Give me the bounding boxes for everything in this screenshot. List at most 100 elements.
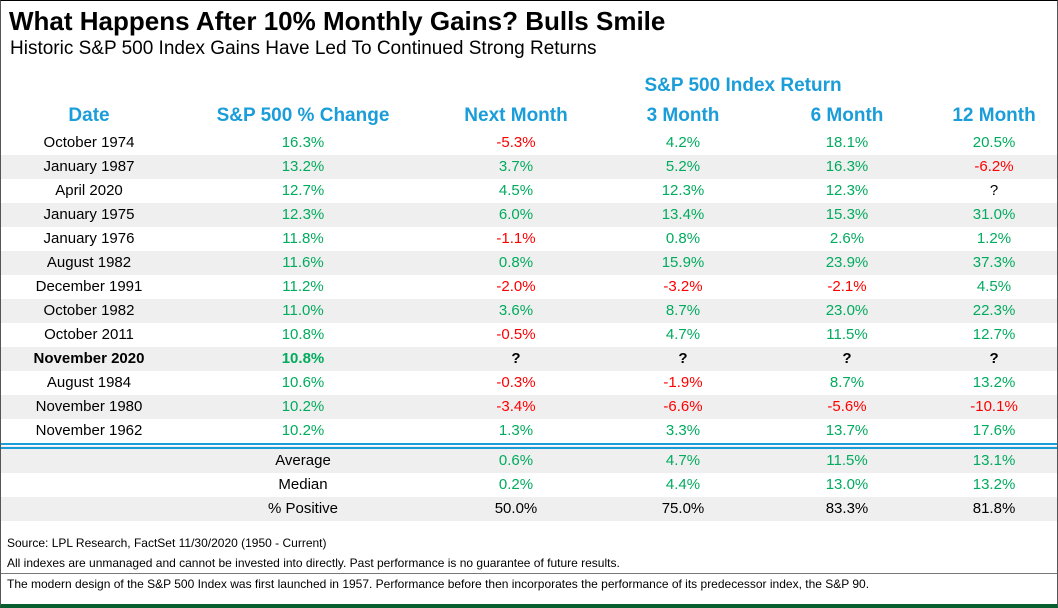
value-cell: 12.3% [825, 182, 869, 199]
history-note: The modern design of the S&P 500 Index w… [1, 573, 1057, 594]
value-cell: 15.9% [661, 254, 705, 271]
value-cell: ? [989, 350, 999, 367]
value-cell: -2.1% [827, 278, 867, 295]
value-cell: 8.7% [665, 302, 701, 319]
summary-row-median: Median 0.2% 4.4% 13.0% 13.2% [1, 473, 1057, 497]
column-header-next-month: Next Month [464, 105, 568, 126]
value-cell: 22.3% [972, 302, 1016, 319]
value-cell: -3.4% [496, 398, 536, 415]
value-cell: 11.0% [282, 302, 324, 319]
value-cell: 3.7% [498, 158, 534, 175]
value-cell: 11.5% [826, 326, 868, 343]
value-cell: 16.3% [825, 158, 869, 175]
table-row: November 2020 10.8%???? [1, 347, 1057, 371]
value-cell: -3.2% [663, 278, 703, 295]
value-cell: 17.6% [972, 422, 1016, 439]
value-cell: -6.2% [974, 158, 1014, 175]
summary-value-cell: 0.2% [498, 476, 534, 493]
summary-spacer-cell [1, 473, 177, 497]
disclaimer-note: All indexes are unmanaged and cannot be … [7, 556, 620, 570]
table-row: October 2011 10.8% -0.5% 4.7% 11.5% 12.7% [1, 323, 1057, 347]
value-cell: 4.5% [498, 182, 534, 199]
summary-row-average: Average 0.6% 4.7% 11.5% 13.1% [1, 443, 1057, 473]
value-cell: 13.2% [972, 374, 1016, 391]
column-header-date: Date [68, 105, 110, 126]
page-subtitle: Historic S&P 500 Index Gains Have Led To… [10, 38, 597, 59]
footnotes: Source: LPL Research, FactSet 11/30/2020… [1, 533, 1057, 594]
summary-value-cell: 75.0% [661, 500, 705, 517]
summary-value-cell: 13.1% [931, 443, 1057, 473]
table-row: August 1982 11.6% 0.8% 15.9% 23.9% 37.3% [1, 251, 1057, 275]
value-cell: ? [989, 182, 999, 199]
value-cell: ? [511, 350, 521, 367]
summary-spacer-cell [1, 443, 177, 473]
value-cell: -6.6% [663, 398, 703, 415]
value-cell: 10.2% [281, 398, 325, 415]
table-row: January 1987 13.2% 3.7% 5.2% 16.3% -6.2% [1, 155, 1057, 179]
value-cell: 37.3% [972, 254, 1016, 271]
summary-row-positive: % Positive 50.0% 75.0% 83.3% 81.8% [1, 497, 1057, 521]
value-cell: 1.3% [498, 422, 534, 439]
value-cell: 1.2% [976, 230, 1012, 247]
summary-value-cell: 13.2% [972, 476, 1016, 493]
value-cell: 0.8% [498, 254, 534, 271]
value-cell: -10.1% [970, 398, 1018, 415]
value-cell: 31.0% [972, 206, 1016, 223]
value-cell: -5.3% [496, 134, 536, 151]
date-cell: November 2020 [33, 350, 145, 367]
column-header-3-month: 3 Month [646, 105, 720, 126]
summary-value-cell: 50.0% [494, 500, 538, 517]
value-cell: ? [678, 350, 688, 367]
value-cell: -0.3% [496, 374, 536, 391]
value-cell: -0.5% [496, 326, 536, 343]
date-cell: January 1987 [43, 158, 135, 175]
summary-label: Average [177, 443, 429, 473]
value-cell: 11.6% [282, 254, 324, 271]
summary-value-cell: 4.4% [665, 476, 701, 493]
value-cell: 6.0% [498, 206, 534, 223]
date-cell: August 1982 [46, 254, 132, 271]
page-title: What Happens After 10% Monthly Gains? Bu… [9, 6, 666, 36]
group-header-spacer [1, 71, 429, 101]
value-cell: 13.7% [825, 422, 869, 439]
summary-value-cell: 4.7% [603, 443, 763, 473]
column-header-6-month: 6 Month [810, 105, 884, 126]
column-header-12-month: 12 Month [952, 105, 1036, 126]
value-cell: 23.0% [825, 302, 869, 319]
source-note: Source: LPL Research, FactSet 11/30/2020… [7, 536, 327, 550]
value-cell: 18.1% [825, 134, 869, 151]
date-cell: August 1984 [46, 374, 132, 391]
group-header-row: S&P 500 Index Return [1, 71, 1057, 101]
table-row: August 1984 10.6% -0.3% -1.9% 8.7% 13.2% [1, 371, 1057, 395]
date-cell: January 1976 [43, 230, 135, 247]
summary-spacer-cell [1, 497, 177, 521]
returns-table: S&P 500 Index Return Date S&P 500 % Chang… [1, 71, 1057, 521]
value-cell: 3.3% [665, 422, 701, 439]
value-cell: 4.2% [665, 134, 701, 151]
table-row: December 1991 11.2% -2.0% -3.2% -2.1% 4.5% [1, 275, 1057, 299]
table-row: January 1975 12.3% 6.0% 13.4% 15.3% 31.0% [1, 203, 1057, 227]
value-cell: 3.6% [498, 302, 534, 319]
summary-value-cell: 13.0% [825, 476, 869, 493]
date-cell: November 1962 [35, 422, 143, 439]
value-cell: -5.6% [827, 398, 867, 415]
group-header: S&P 500 Index Return [644, 75, 842, 96]
value-cell: 23.9% [825, 254, 869, 271]
date-cell: January 1975 [43, 206, 135, 223]
summary-label: % Positive [267, 500, 339, 517]
value-cell: 8.7% [829, 374, 865, 391]
value-cell: 12.7% [972, 326, 1016, 343]
column-header-row: Date S&P 500 % Change Next Month 3 Month 6 M… [1, 101, 1057, 131]
value-cell: 12.3% [281, 206, 325, 223]
value-cell: 13.4% [661, 206, 705, 223]
value-cell: 13.2% [281, 158, 325, 175]
value-cell: 12.3% [661, 182, 705, 199]
table-row: January 1976 11.8% -1.1% 0.8% 2.6% 1.2% [1, 227, 1057, 251]
value-cell: 10.2% [281, 422, 325, 439]
date-cell: April 2020 [55, 182, 123, 199]
date-cell: December 1991 [35, 278, 143, 295]
value-cell: 10.8% [281, 326, 325, 343]
table-row: October 1974 16.3% -5.3% 4.2% 18.1% 20.5% [1, 131, 1057, 155]
value-cell: -1.1% [496, 230, 536, 247]
